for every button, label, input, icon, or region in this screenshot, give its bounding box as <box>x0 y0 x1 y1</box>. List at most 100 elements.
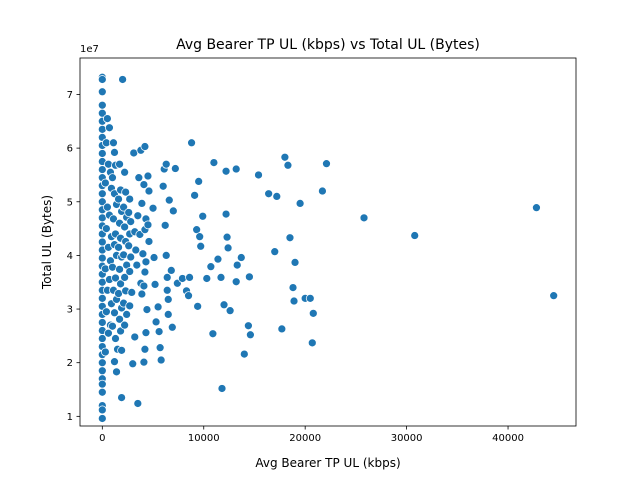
data-point <box>359 213 369 223</box>
x-tick-label: 40000 <box>492 433 524 444</box>
data-point <box>232 260 242 270</box>
data-point <box>295 199 305 208</box>
x-axis-ticks: 0 10000 20000 30000 40000 <box>99 426 524 444</box>
data-point <box>126 217 136 226</box>
data-point <box>158 181 168 191</box>
data-point <box>221 209 231 219</box>
data-point <box>110 308 119 318</box>
y-axis-label: Total UL (Bytes) <box>40 195 54 290</box>
data-point <box>137 289 147 299</box>
data-point <box>120 167 130 177</box>
data-point <box>144 186 154 196</box>
data-point <box>216 273 226 282</box>
data-point <box>115 159 124 169</box>
data-point <box>318 186 327 196</box>
x-axis-label: Avg Bearer TP UL (kbps) <box>255 456 400 470</box>
data-point <box>213 254 223 264</box>
data-point <box>97 358 107 368</box>
data-point <box>244 321 253 331</box>
data-point <box>104 328 113 338</box>
data-point <box>109 138 118 148</box>
data-point <box>160 220 170 230</box>
data-point <box>149 253 159 262</box>
y-tick-label: 7 <box>67 90 73 101</box>
data-point <box>111 334 120 343</box>
data-point <box>116 279 125 289</box>
data-point <box>223 243 233 253</box>
data-point <box>97 387 107 397</box>
data-point <box>198 211 208 221</box>
data-point <box>103 202 112 212</box>
x-tick-label: 30000 <box>391 433 423 444</box>
data-point <box>163 310 173 319</box>
points-layer <box>97 72 559 423</box>
data-point <box>154 327 164 336</box>
y-tick-label: 5 <box>67 197 73 208</box>
data-point <box>122 310 132 319</box>
data-point <box>125 267 135 276</box>
data-point <box>245 272 254 282</box>
data-point <box>193 301 203 311</box>
data-point <box>161 159 171 169</box>
data-point <box>153 302 163 312</box>
data-point <box>105 123 114 133</box>
data-point <box>110 357 119 367</box>
data-point <box>178 274 187 283</box>
data-point <box>97 87 107 97</box>
data-point <box>132 260 142 270</box>
data-point <box>289 296 299 306</box>
x-tick-label: 20000 <box>289 433 321 444</box>
data-point <box>108 173 117 183</box>
data-point <box>97 189 107 199</box>
data-point <box>139 180 149 189</box>
data-point <box>162 285 172 295</box>
data-point <box>166 266 176 275</box>
data-point <box>118 75 127 84</box>
data-point <box>100 264 110 274</box>
data-point <box>168 206 178 216</box>
data-point <box>221 166 231 176</box>
data-point <box>184 291 193 301</box>
data-point <box>222 232 232 242</box>
x-tick-label: 0 <box>99 433 105 444</box>
data-point <box>206 262 216 272</box>
data-point <box>208 329 218 339</box>
data-point <box>110 148 119 157</box>
data-point <box>140 344 150 354</box>
y-tick-label: 2 <box>67 358 73 369</box>
data-point <box>190 190 199 200</box>
data-point <box>219 300 229 310</box>
data-point <box>97 293 107 303</box>
data-point <box>97 149 107 158</box>
data-point <box>101 224 111 233</box>
data-point <box>151 317 161 327</box>
data-point <box>272 192 282 201</box>
x-tick-label: 10000 <box>188 433 220 444</box>
data-point <box>100 347 110 357</box>
data-point <box>162 273 172 282</box>
data-point <box>161 251 171 260</box>
data-point <box>138 249 148 259</box>
data-point <box>231 164 241 174</box>
data-point <box>133 399 143 408</box>
data-point <box>134 173 144 183</box>
data-point <box>97 124 107 134</box>
plot-frame <box>79 57 577 427</box>
data-point <box>305 293 315 303</box>
data-point <box>103 114 112 123</box>
data-point <box>246 330 255 340</box>
data-point <box>549 291 559 301</box>
data-point <box>130 332 140 342</box>
data-point <box>139 357 149 367</box>
data-point <box>120 222 130 232</box>
data-point <box>217 384 227 393</box>
data-point <box>202 274 212 283</box>
data-point <box>124 241 134 251</box>
data-point <box>239 349 249 359</box>
data-point <box>277 324 287 334</box>
chart-title: Avg Bearer TP UL (kbps) vs Total UL (Byt… <box>176 37 480 53</box>
data-point <box>307 338 317 348</box>
data-point <box>264 189 274 199</box>
data-point <box>280 152 290 162</box>
data-point <box>126 252 136 262</box>
